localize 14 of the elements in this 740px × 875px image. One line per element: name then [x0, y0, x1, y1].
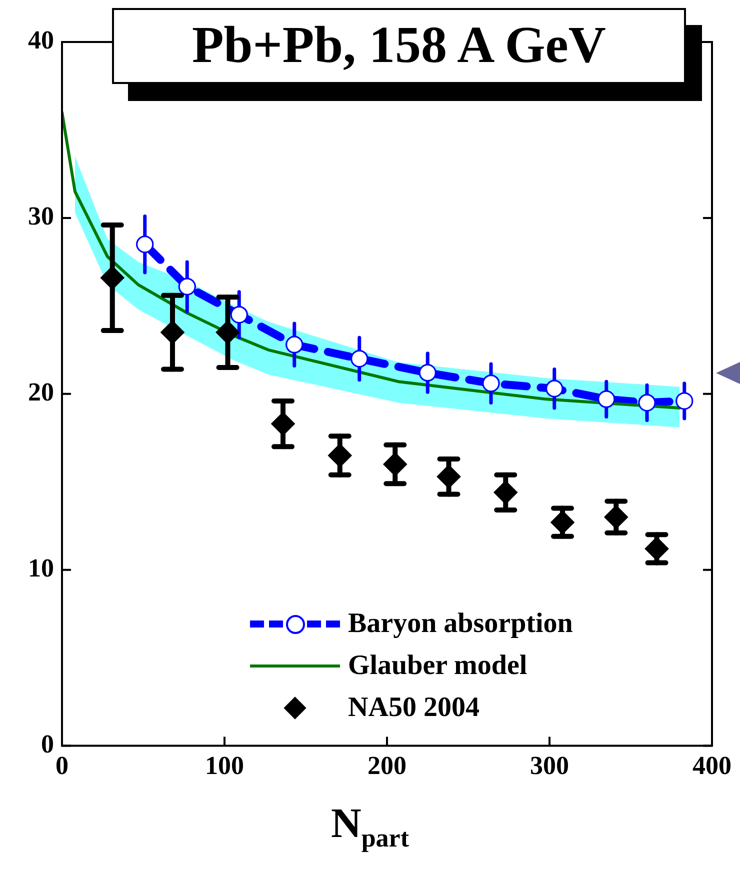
x-tick-label: 100 — [205, 751, 244, 780]
legend-label: NA50 2004 — [348, 692, 480, 724]
y-tick-label: 0 — [41, 730, 54, 759]
legend-label: Glauber model — [348, 650, 528, 682]
x-tick-label: 200 — [368, 751, 406, 780]
x-tick-label: 400 — [692, 751, 732, 780]
y-tick-label: 10 — [28, 554, 54, 583]
y-tick-label: 40 — [28, 26, 54, 55]
y-tick-label: 30 — [28, 202, 54, 231]
x-axis-title: N$_{part}$ — [330, 800, 410, 854]
legend-label: Baryon absorption — [348, 608, 573, 640]
y-tick-label: 20 — [28, 378, 54, 407]
x-tick-label: 300 — [530, 751, 569, 780]
chart-title: Pb+Pb, 158 A GeV — [112, 8, 686, 84]
